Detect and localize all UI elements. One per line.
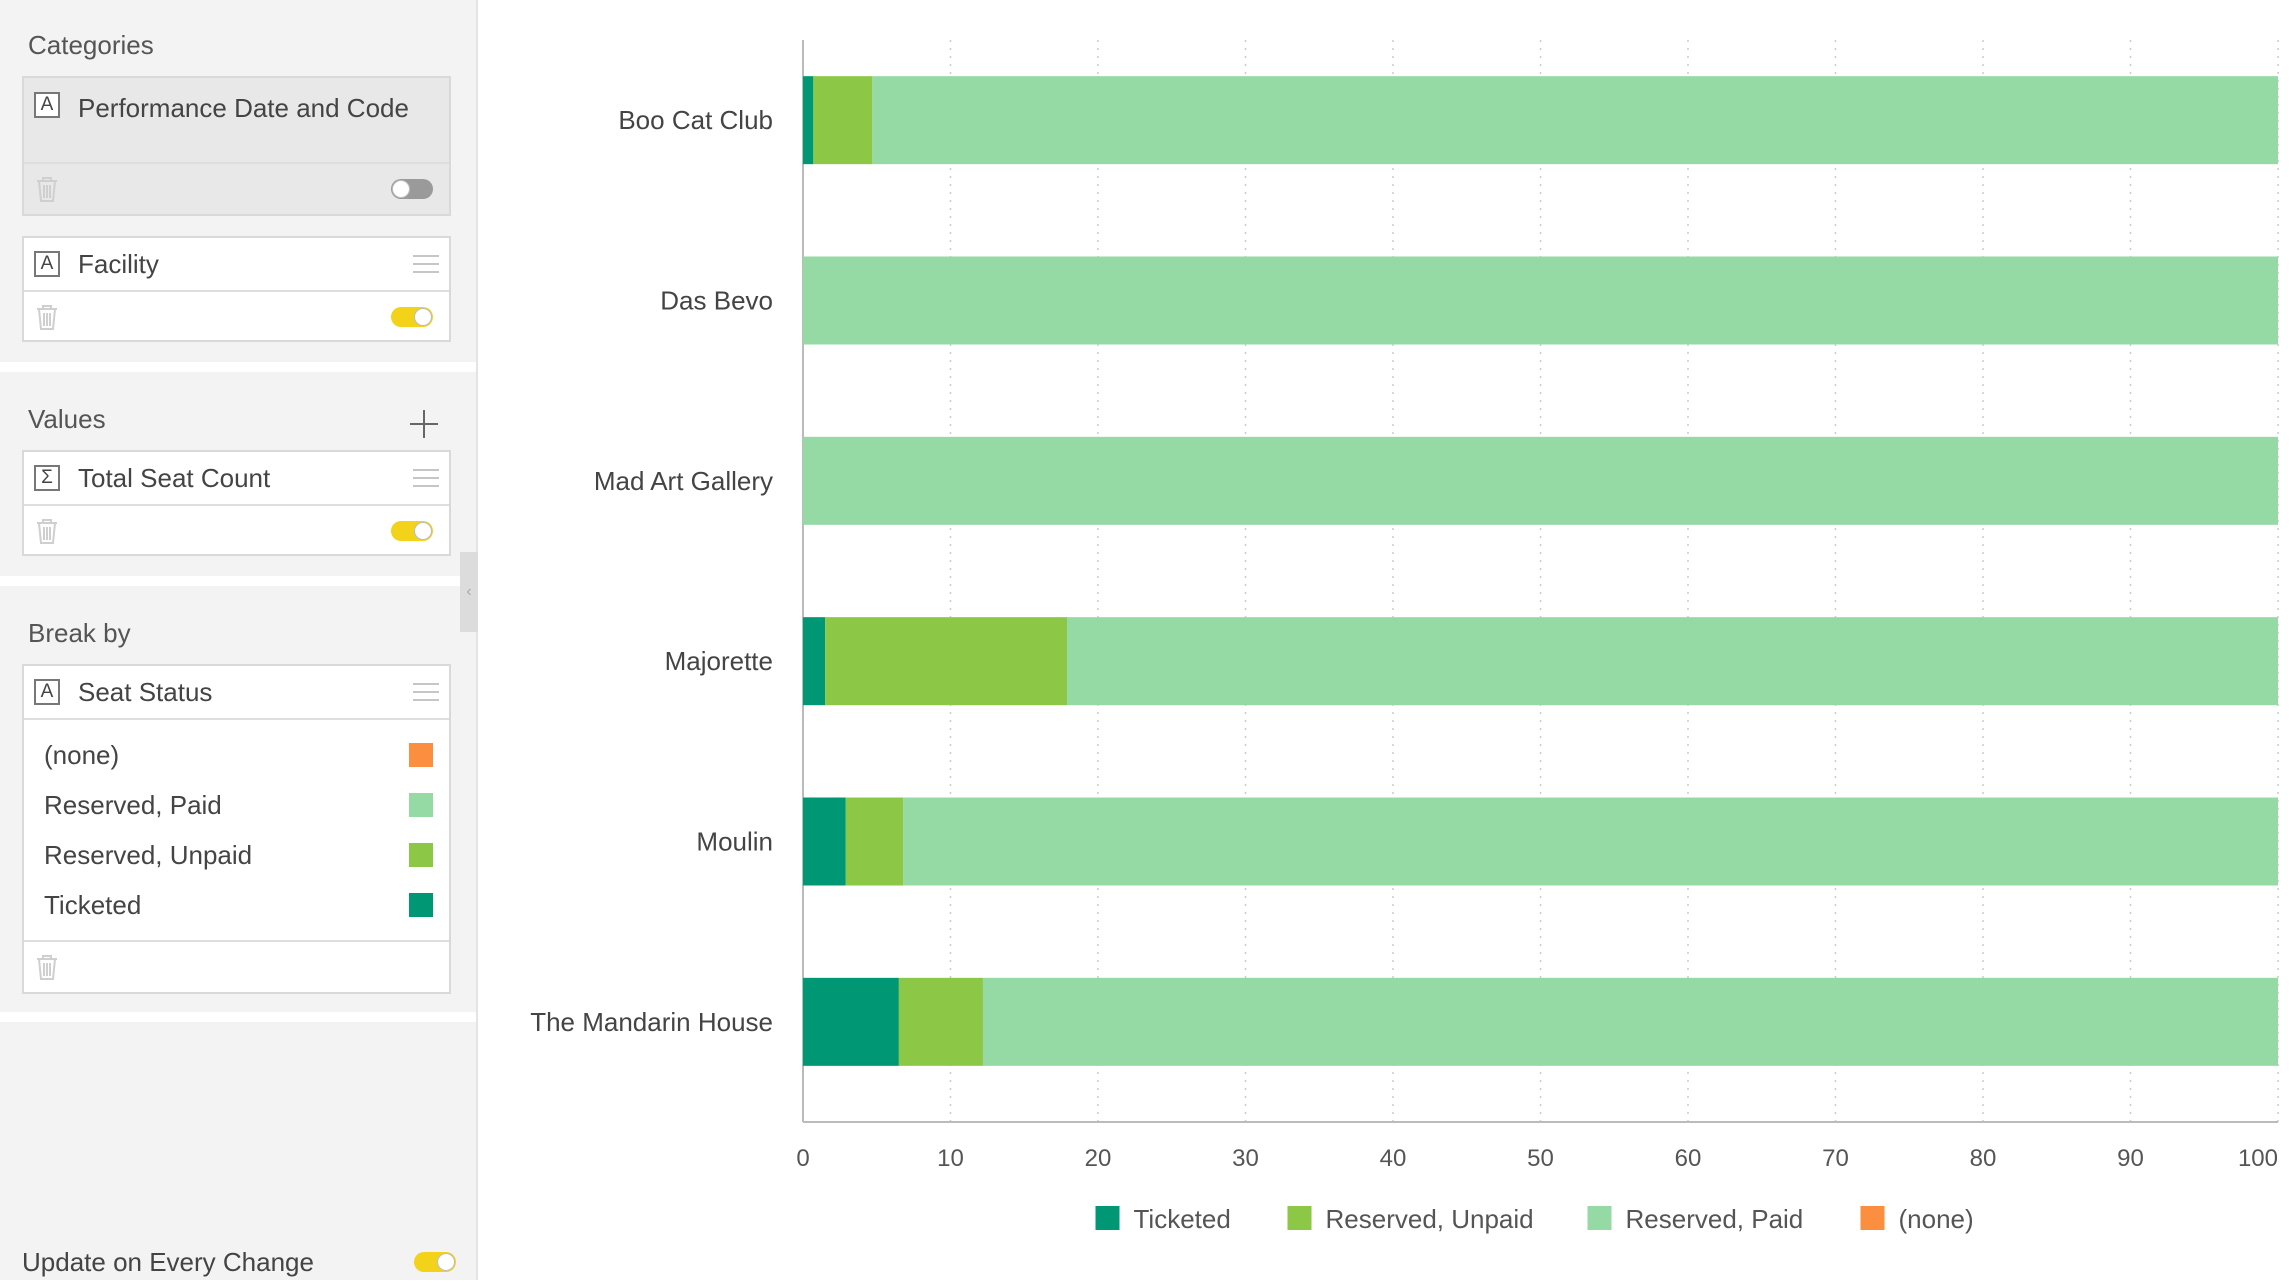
stacked-bar-chart: Boo Cat Club Das Bevo Mad Art Gallery Major… — [530, 40, 2279, 1234]
trash-icon[interactable] — [34, 174, 60, 204]
legend-label: Reserved, Unpaid — [44, 840, 253, 870]
x-tick-label: 10 — [937, 1145, 964, 1172]
drag-handle-icon[interactable] — [413, 677, 439, 707]
x-tick-label: 0 — [796, 1145, 809, 1172]
collapse-sidebar-handle[interactable]: ‹ — [460, 552, 478, 632]
break-by-legend-item[interactable]: (none) — [24, 730, 449, 780]
field-label: Facility — [78, 249, 159, 279]
break-by-field-seat-status[interactable]: A Seat Status (none) Reserved, Paid Rese… — [22, 664, 451, 994]
chevron-left-icon: ‹ — [466, 583, 472, 600]
sum-type-icon: Σ — [34, 465, 60, 491]
drag-handle-icon[interactable] — [413, 249, 439, 279]
x-tick-label: 40 — [1380, 1145, 1407, 1172]
legend-label: (none) — [44, 740, 120, 770]
x-tick-label: 70 — [1822, 1145, 1849, 1172]
bar-segment — [825, 617, 1068, 706]
settings-sidebar: Categories A Performance Date and Code A… — [0, 0, 478, 1280]
values-title: Values — [28, 404, 106, 434]
break-by-legend-item[interactable]: Reserved, Paid — [24, 780, 449, 830]
trash-icon[interactable] — [34, 516, 60, 546]
section-divider — [0, 1012, 476, 1022]
legend-label: Ticketed — [44, 890, 142, 920]
bar-segment — [845, 797, 904, 886]
bar-segment — [1067, 617, 2278, 706]
category-field-performance-date[interactable]: A Performance Date and Code — [22, 76, 451, 216]
category-label: Mad Art Gallery — [594, 466, 773, 496]
update-on-every-change-row[interactable]: Update on Every Change — [22, 1246, 462, 1278]
bar-segment — [898, 977, 983, 1066]
bar-segment — [803, 76, 814, 165]
bar-segment — [982, 977, 2279, 1066]
color-swatch[interactable] — [409, 743, 433, 767]
categories-title: Categories — [28, 30, 154, 60]
x-tick-label: 50 — [1527, 1145, 1554, 1172]
break-by-legend-item[interactable]: Ticketed — [24, 880, 449, 930]
category-field-facility[interactable]: A Facility — [22, 236, 451, 342]
x-tick-label: 60 — [1675, 1145, 1702, 1172]
update-on-every-change-label: Update on Every Change — [22, 1247, 314, 1277]
color-swatch[interactable] — [409, 893, 433, 917]
trash-icon[interactable] — [34, 302, 60, 332]
add-value-icon[interactable] — [410, 410, 438, 438]
break-by-title: Break by — [28, 618, 131, 648]
category-label: Majorette — [665, 646, 773, 676]
bar-segment — [803, 256, 2278, 345]
text-type-icon: A — [34, 679, 60, 705]
legend-label: Reserved, Unpaid — [1326, 1204, 1534, 1234]
break-by-legend-item[interactable]: Reserved, Unpaid — [24, 830, 449, 880]
bar-segment — [813, 76, 873, 165]
x-tick-label: 20 — [1085, 1145, 1112, 1172]
bar-segment — [903, 797, 2278, 886]
x-tick-label: 90 — [2117, 1145, 2144, 1172]
update-toggle-on[interactable] — [414, 1252, 456, 1272]
bar-segment — [803, 617, 826, 706]
section-divider — [0, 362, 476, 372]
x-tick-label: 80 — [1970, 1145, 1997, 1172]
bar-segment — [872, 76, 2279, 165]
legend-label: Reserved, Paid — [44, 790, 222, 820]
category-label: Boo Cat Club — [618, 105, 773, 135]
legend-swatch — [1095, 1206, 1120, 1230]
category-label: Das Bevo — [660, 286, 773, 316]
field-label: Seat Status — [78, 677, 213, 707]
x-tick-label: 30 — [1232, 1145, 1259, 1172]
drag-handle-icon[interactable] — [413, 463, 439, 493]
text-type-icon: A — [34, 251, 60, 277]
legend-swatch — [1587, 1206, 1612, 1230]
category-label: The Mandarin House — [530, 1007, 773, 1037]
category-label: Moulin — [696, 827, 773, 857]
text-type-icon: A — [34, 92, 60, 118]
field-label: Total Seat Count — [78, 463, 271, 493]
legend-swatch — [1287, 1206, 1312, 1230]
color-swatch[interactable] — [409, 793, 433, 817]
legend-label: Reserved, Paid — [1626, 1204, 1804, 1234]
legend-label: (none) — [1899, 1204, 1974, 1234]
legend-swatch — [1860, 1206, 1885, 1230]
color-swatch[interactable] — [409, 843, 433, 867]
trash-icon[interactable] — [34, 952, 60, 982]
value-field-total-seat-count[interactable]: Σ Total Seat Count — [22, 450, 451, 556]
bar-segment — [803, 797, 846, 886]
field-label: Performance Date and Code — [78, 93, 409, 123]
category-toggle-on[interactable] — [391, 307, 433, 327]
chart-area: Boo Cat Club Das Bevo Mad Art Gallery Major… — [478, 0, 2296, 1280]
x-tick-label: 100 — [2238, 1145, 2278, 1172]
value-toggle-on[interactable] — [391, 521, 433, 541]
bar-segment — [803, 436, 2278, 525]
category-toggle-off[interactable] — [391, 179, 433, 199]
legend-label: Ticketed — [1134, 1204, 1231, 1234]
bar-segment — [803, 977, 899, 1066]
section-divider — [0, 576, 476, 586]
